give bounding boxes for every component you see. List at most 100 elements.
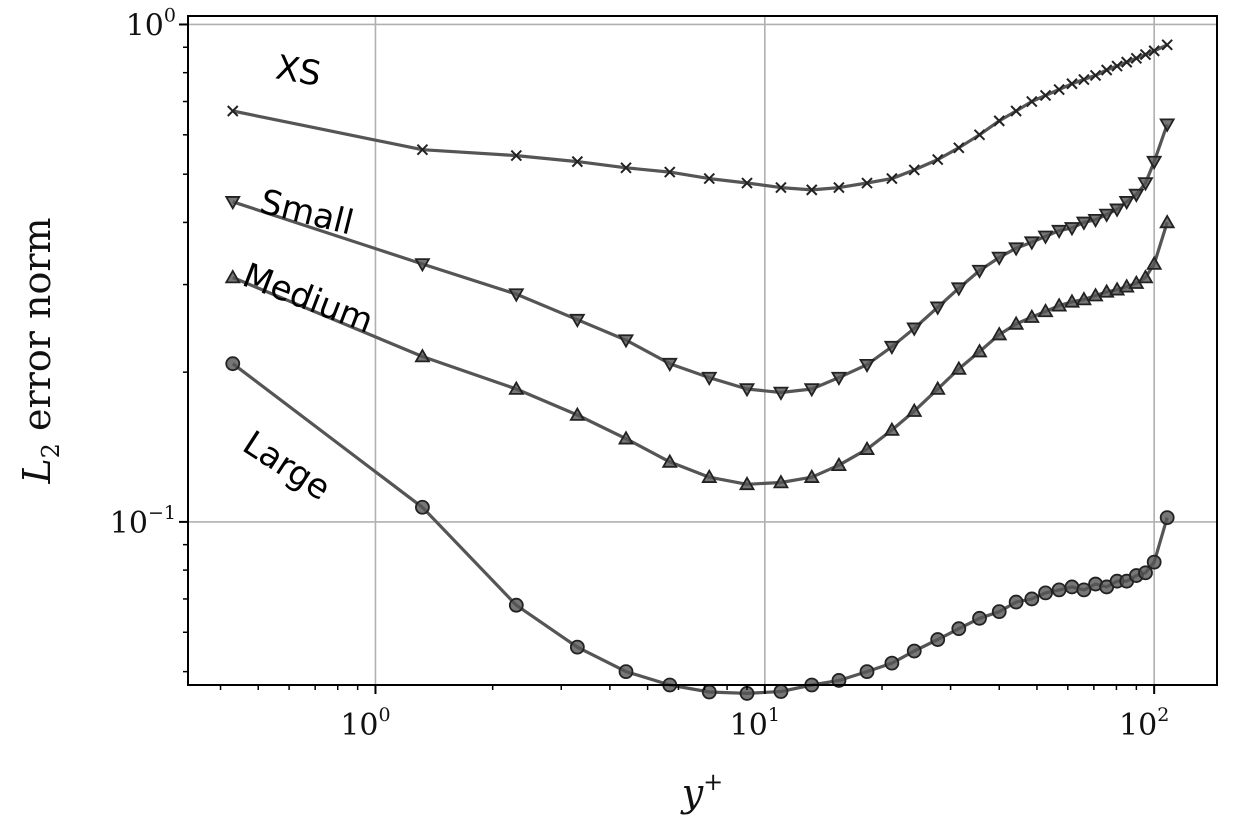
x-tick-label: 100 [340, 704, 390, 743]
data-point [803, 468, 820, 483]
data-point [906, 322, 923, 337]
data-point [1161, 39, 1173, 51]
data-point [1087, 213, 1104, 229]
data-point [1037, 230, 1054, 245]
data-point [833, 181, 845, 194]
y-tick-base: 10 [126, 8, 164, 43]
data-point [661, 453, 678, 468]
data-point [1023, 308, 1040, 323]
x-tick-base: 10 [340, 708, 378, 743]
data-point [664, 166, 676, 178]
data-point [1051, 297, 1068, 312]
x-axis-title-sup: + [703, 768, 723, 796]
data-point [508, 288, 525, 303]
data-point [703, 172, 715, 185]
x-tick-base: 10 [730, 708, 768, 743]
data-point [883, 421, 900, 436]
data-point [1159, 510, 1175, 526]
data-point [1024, 591, 1040, 607]
x-axis-title-main: y [680, 771, 704, 815]
data-point [806, 184, 818, 196]
data-point [738, 383, 756, 398]
data-point [508, 597, 524, 613]
data-point [1063, 222, 1081, 237]
y-tick-base: 10 [110, 506, 148, 541]
y-tick-exp: −1 [148, 502, 176, 524]
data-point [971, 343, 988, 358]
data-point [930, 632, 946, 647]
series-label-large: Large [236, 423, 338, 509]
data-point [972, 610, 987, 626]
data-point [1089, 69, 1102, 82]
series-label-medium: Medium [237, 256, 378, 342]
y-tick-label: 100 [126, 4, 176, 43]
data-point [1148, 45, 1160, 57]
data-point [1109, 203, 1126, 218]
series-small [224, 118, 1176, 401]
data-point [1026, 95, 1038, 108]
data-point [971, 264, 988, 279]
data-point [1146, 554, 1162, 570]
data-point [929, 380, 946, 395]
x-axis-title: y+ [680, 768, 724, 815]
data-point [1008, 242, 1025, 257]
data-point [1053, 83, 1065, 96]
data-point [569, 313, 586, 328]
data-point [830, 456, 847, 471]
data-point [225, 356, 241, 372]
data-point [227, 105, 239, 117]
data-point [571, 155, 584, 168]
data-point [991, 604, 1007, 620]
data-point [1137, 269, 1154, 284]
data-point [414, 258, 431, 273]
x-tick-label: 101 [730, 704, 780, 743]
data-point [1111, 60, 1123, 72]
data-point [617, 430, 635, 445]
y-axis-title-main: L [15, 458, 59, 484]
data-point [1010, 105, 1022, 117]
data-point [741, 177, 753, 189]
series-label-small: Small [256, 182, 357, 244]
data-point [1051, 224, 1068, 239]
data-point [224, 269, 241, 284]
data-point [991, 251, 1008, 266]
data-point [830, 371, 847, 386]
data-point [1038, 585, 1053, 601]
data-point [929, 301, 946, 316]
y-axis-title: L2 error norm [15, 217, 65, 484]
data-point [772, 386, 789, 401]
data-point [1159, 118, 1176, 133]
data-point [953, 142, 965, 154]
data-point [620, 162, 632, 174]
data-point [661, 357, 678, 372]
data-point [1138, 565, 1153, 581]
data-point [224, 196, 241, 211]
data-point [1146, 155, 1163, 170]
data-point [1139, 48, 1152, 61]
series-large [225, 356, 1175, 701]
data-point [1064, 579, 1080, 595]
data-point [569, 406, 586, 421]
data-point [1078, 73, 1090, 86]
data-point [991, 326, 1008, 341]
x-tick-exp: 0 [379, 704, 391, 726]
data-point [1076, 582, 1092, 598]
x-tick-exp: 1 [768, 704, 780, 726]
data-point [831, 673, 847, 688]
data-point [950, 360, 967, 375]
y-tick-exp: 0 [164, 4, 176, 26]
data-point [1130, 52, 1143, 65]
data-point [1063, 293, 1081, 308]
data-point [993, 115, 1005, 127]
series-line-small [232, 123, 1169, 395]
data-point [906, 643, 922, 659]
x-tick-label: 102 [1119, 704, 1169, 743]
data-point [1023, 236, 1040, 251]
data-point [772, 474, 789, 489]
data-point [508, 380, 525, 395]
data-point [569, 639, 585, 655]
grid-lines [188, 16, 1217, 685]
series-line-large [231, 362, 1169, 696]
